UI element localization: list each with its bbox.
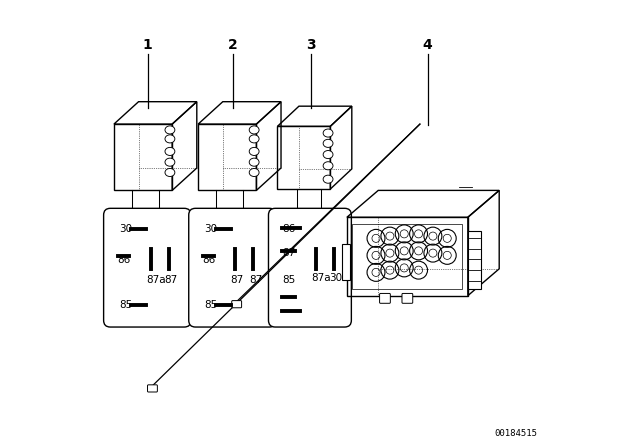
Text: 86: 86: [282, 224, 295, 234]
Ellipse shape: [165, 147, 175, 155]
Text: 87: 87: [249, 275, 262, 285]
FancyBboxPatch shape: [402, 293, 413, 303]
Ellipse shape: [323, 129, 333, 137]
Text: 85: 85: [282, 275, 295, 285]
Text: 87a: 87a: [311, 273, 331, 283]
Ellipse shape: [165, 168, 175, 177]
Ellipse shape: [165, 158, 175, 166]
Ellipse shape: [249, 135, 259, 143]
FancyBboxPatch shape: [380, 293, 390, 303]
Text: 1: 1: [143, 38, 152, 52]
Text: 30: 30: [119, 224, 132, 234]
Text: 87: 87: [230, 275, 244, 285]
FancyBboxPatch shape: [148, 385, 157, 392]
Text: 2: 2: [228, 38, 237, 52]
Text: 87: 87: [282, 248, 295, 258]
Text: 85: 85: [119, 300, 132, 310]
Text: 85: 85: [204, 300, 218, 310]
Text: 00184515: 00184515: [494, 429, 538, 438]
Text: 86: 86: [118, 255, 131, 265]
Ellipse shape: [323, 151, 333, 159]
Text: 87a: 87a: [146, 275, 166, 285]
FancyBboxPatch shape: [342, 244, 349, 280]
Text: 4: 4: [422, 38, 433, 52]
Ellipse shape: [165, 135, 175, 143]
Ellipse shape: [323, 175, 333, 183]
Ellipse shape: [165, 126, 175, 134]
Ellipse shape: [249, 168, 259, 177]
Text: 3: 3: [306, 38, 316, 52]
Ellipse shape: [249, 126, 259, 134]
FancyBboxPatch shape: [104, 208, 191, 327]
Ellipse shape: [249, 158, 259, 166]
Text: 30: 30: [330, 273, 342, 283]
FancyBboxPatch shape: [189, 208, 276, 327]
FancyBboxPatch shape: [232, 301, 242, 308]
Text: 87: 87: [164, 275, 177, 285]
FancyBboxPatch shape: [468, 231, 481, 289]
Ellipse shape: [323, 162, 333, 170]
Text: 30: 30: [204, 224, 218, 234]
Text: 86: 86: [203, 255, 216, 265]
FancyBboxPatch shape: [269, 208, 351, 327]
Ellipse shape: [249, 147, 259, 155]
Ellipse shape: [323, 139, 333, 147]
